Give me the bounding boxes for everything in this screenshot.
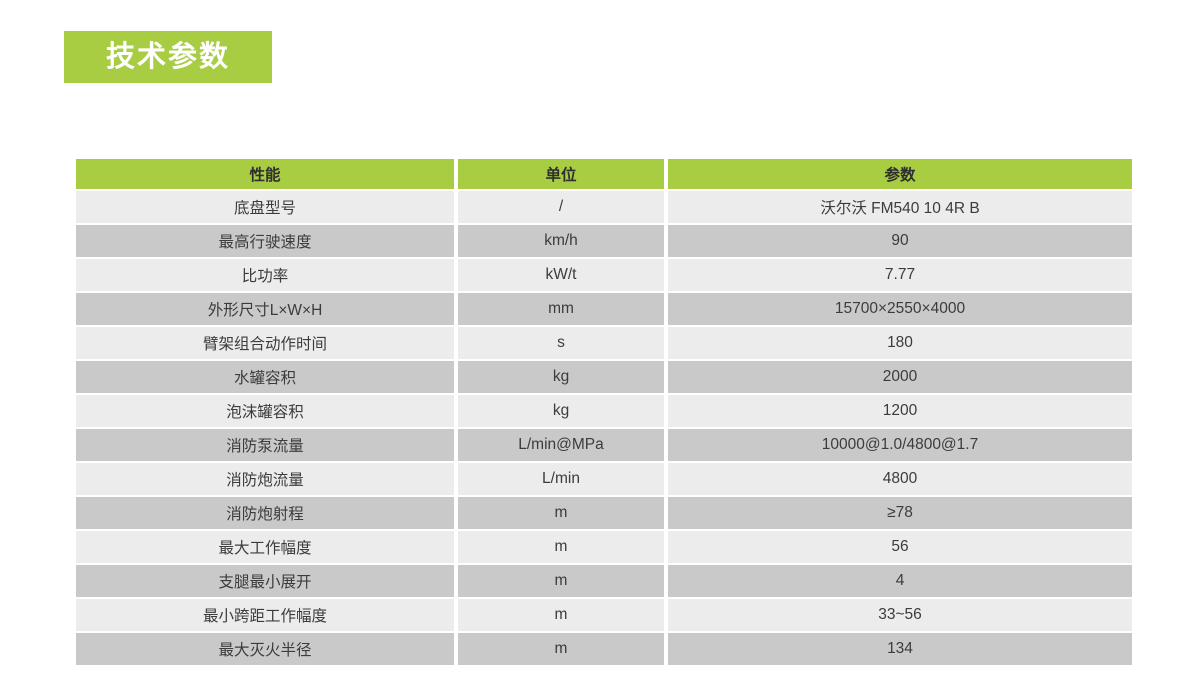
cell-unit: s — [458, 327, 664, 359]
cell-performance: 水罐容积 — [76, 361, 454, 393]
cell-performance: 支腿最小展开 — [76, 565, 454, 597]
cell-performance: 最大工作幅度 — [76, 531, 454, 563]
table-header: 性能 单位 参数 — [76, 159, 1132, 189]
table-row: 消防炮流量 L/min 4800 — [76, 463, 1132, 495]
cell-unit: mm — [458, 293, 664, 325]
cell-unit: m — [458, 531, 664, 563]
cell-performance: 比功率 — [76, 259, 454, 291]
table-row: 最高行驶速度 km/h 90 — [76, 225, 1132, 257]
section-title-banner: 技术参数 — [64, 31, 272, 83]
cell-parameter: 56 — [668, 531, 1132, 563]
column-header-parameter: 参数 — [668, 159, 1132, 189]
page-title: 技术参数 — [105, 40, 230, 73]
cell-unit: kg — [458, 395, 664, 427]
table-header-row: 性能 单位 参数 — [76, 159, 1132, 189]
cell-performance: 消防泵流量 — [76, 429, 454, 461]
table-row: 外形尺寸L×W×H mm 15700×2550×4000 — [76, 293, 1132, 325]
cell-unit: km/h — [458, 225, 664, 257]
cell-unit: m — [458, 633, 664, 665]
cell-performance: 外形尺寸L×W×H — [76, 293, 454, 325]
cell-parameter: 10000@1.0/4800@1.7 — [668, 429, 1132, 461]
table-row: 支腿最小展开 m 4 — [76, 565, 1132, 597]
cell-performance: 消防炮射程 — [76, 497, 454, 529]
cell-unit: m — [458, 565, 664, 597]
table-row: 最大工作幅度 m 56 — [76, 531, 1132, 563]
cell-performance: 臂架组合动作时间 — [76, 327, 454, 359]
table-row: 水罐容积 kg 2000 — [76, 361, 1132, 393]
cell-parameter: 15700×2550×4000 — [668, 293, 1132, 325]
table-row: 最大灭火半径 m 134 — [76, 633, 1132, 665]
cell-parameter: 沃尔沃 FM540 10 4R B — [668, 191, 1132, 223]
cell-parameter: 4800 — [668, 463, 1132, 495]
table-row: 比功率 kW/t 7.77 — [76, 259, 1132, 291]
cell-performance: 泡沫罐容积 — [76, 395, 454, 427]
technical-parameters-table: 性能 单位 参数 底盘型号 / 沃尔沃 FM540 10 4R B 最高行驶速度 km/… — [72, 157, 1136, 667]
cell-unit: L/min — [458, 463, 664, 495]
table-row: 泡沫罐容积 kg 1200 — [76, 395, 1132, 427]
cell-performance: 消防炮流量 — [76, 463, 454, 495]
cell-parameter: 4 — [668, 565, 1132, 597]
cell-unit: m — [458, 599, 664, 631]
cell-parameter: ≥78 — [668, 497, 1132, 529]
cell-performance: 最大灭火半径 — [76, 633, 454, 665]
cell-parameter: 1200 — [668, 395, 1132, 427]
cell-parameter: 7.77 — [668, 259, 1132, 291]
column-header-performance: 性能 — [76, 159, 454, 189]
cell-performance: 最高行驶速度 — [76, 225, 454, 257]
cell-unit: kW/t — [458, 259, 664, 291]
table-row: 最小跨距工作幅度 m 33~56 — [76, 599, 1132, 631]
cell-unit: m — [458, 497, 664, 529]
cell-parameter: 33~56 — [668, 599, 1132, 631]
cell-unit: / — [458, 191, 664, 223]
cell-performance: 最小跨距工作幅度 — [76, 599, 454, 631]
table-row: 消防炮射程 m ≥78 — [76, 497, 1132, 529]
table-row: 消防泵流量 L/min@MPa 10000@1.0/4800@1.7 — [76, 429, 1132, 461]
cell-unit: kg — [458, 361, 664, 393]
cell-performance: 底盘型号 — [76, 191, 454, 223]
cell-unit: L/min@MPa — [458, 429, 664, 461]
table-row: 底盘型号 / 沃尔沃 FM540 10 4R B — [76, 191, 1132, 223]
cell-parameter: 90 — [668, 225, 1132, 257]
cell-parameter: 134 — [668, 633, 1132, 665]
cell-parameter: 2000 — [668, 361, 1132, 393]
table-row: 臂架组合动作时间 s 180 — [76, 327, 1132, 359]
cell-parameter: 180 — [668, 327, 1132, 359]
column-header-unit: 单位 — [458, 159, 664, 189]
table-body: 底盘型号 / 沃尔沃 FM540 10 4R B 最高行驶速度 km/h 90 比功率 kW/… — [76, 191, 1132, 665]
